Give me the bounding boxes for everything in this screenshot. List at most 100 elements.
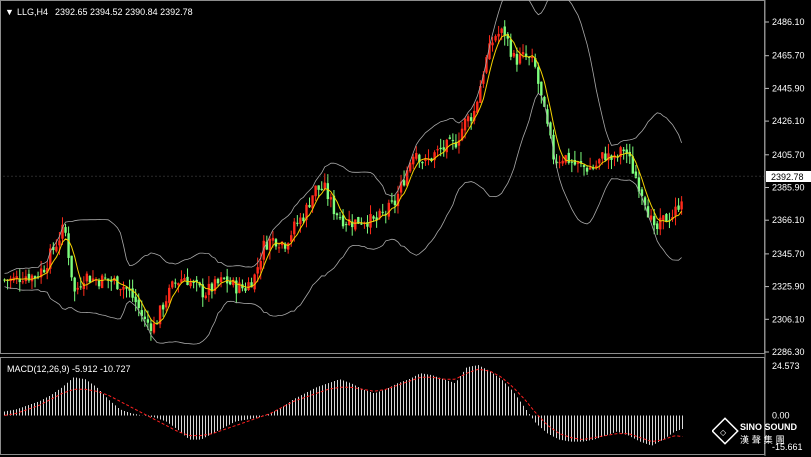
candle-body <box>466 116 470 122</box>
candle-body <box>582 165 586 168</box>
candle-body <box>387 202 391 217</box>
candle-body <box>271 237 275 241</box>
candle-body <box>454 142 458 148</box>
candle-body <box>335 213 339 216</box>
macd-label: MACD(12,26,9) -5.912 -10.727 <box>7 364 131 374</box>
candle-body <box>442 147 445 150</box>
candle-body <box>119 289 122 291</box>
candle-body <box>180 279 183 283</box>
candle-body <box>305 204 308 221</box>
candle-body <box>643 197 647 206</box>
candle-body <box>598 159 601 164</box>
candle-body <box>33 276 37 279</box>
candle-body <box>329 197 333 200</box>
candle-body <box>595 165 598 168</box>
candle-body <box>619 147 622 157</box>
candle-body <box>534 58 537 67</box>
candle-body <box>186 276 189 286</box>
candle-body <box>76 287 79 290</box>
candle-body <box>646 206 650 218</box>
candle-body <box>543 96 546 107</box>
candle-body <box>561 160 564 164</box>
candle-body <box>430 158 433 162</box>
candle-body <box>143 316 147 319</box>
candle-body <box>30 275 34 282</box>
candle-body <box>408 162 412 172</box>
candle-body <box>262 240 265 260</box>
candle-body <box>216 278 220 284</box>
current-price-box <box>766 171 811 182</box>
candle-body <box>482 74 485 84</box>
candle-body <box>451 139 455 141</box>
candle-body <box>85 273 89 282</box>
candle-body <box>134 296 137 303</box>
price-tick-label: 2306.10 <box>772 314 805 324</box>
candle-body <box>253 274 256 290</box>
candle-body <box>317 185 320 190</box>
candle-body <box>344 224 348 226</box>
price-tick-label: 2345.70 <box>772 249 805 259</box>
candle-body <box>177 283 180 286</box>
dropdown-arrow-icon[interactable]: ▼ <box>5 7 14 17</box>
price-tick-label: 2366.10 <box>772 215 805 225</box>
candle-body <box>457 140 461 146</box>
ohlc-values: 2392.65 2394.52 2390.84 2392.78 <box>55 7 193 17</box>
candle-body <box>460 128 464 141</box>
candle-body <box>479 86 482 103</box>
candle-body <box>49 248 52 269</box>
candle-body <box>116 276 119 290</box>
svg-text:◇: ◇ <box>720 428 727 437</box>
candle-body <box>201 284 204 298</box>
price-tick-label: 2286.30 <box>772 347 805 357</box>
candle-body <box>372 216 375 219</box>
price-tick-label: 2465.70 <box>772 51 805 61</box>
candle-body <box>463 118 467 131</box>
candle-body <box>378 210 381 219</box>
candle-body <box>302 217 305 222</box>
candle-body <box>39 268 43 278</box>
candle-body <box>183 277 186 281</box>
candle-body <box>540 81 543 96</box>
candle-body <box>103 277 107 279</box>
candle-body <box>473 110 476 121</box>
price-tick-label: 2426.10 <box>772 116 805 126</box>
candle-body <box>189 281 192 287</box>
candle-body <box>265 241 269 250</box>
candle-body <box>549 122 552 136</box>
candle-body <box>207 283 211 295</box>
candle-body <box>659 217 662 230</box>
candle-body <box>259 260 262 270</box>
candle-body <box>393 200 397 206</box>
candle-body <box>244 288 247 291</box>
candle-body <box>369 214 372 228</box>
candle-body <box>506 33 509 39</box>
candle-body <box>573 159 577 165</box>
candle-body <box>174 282 177 284</box>
candle-body <box>52 246 55 251</box>
bollinger-lower <box>4 92 682 345</box>
candle-body <box>125 287 128 289</box>
candle-body <box>100 275 104 289</box>
candle-body <box>97 280 101 287</box>
candle-body <box>521 52 525 55</box>
candle-body <box>128 288 131 291</box>
candle-body <box>347 219 351 225</box>
candle-body <box>131 288 134 298</box>
candle-body <box>18 278 21 283</box>
candle-body <box>512 52 516 57</box>
candle-body <box>67 233 70 258</box>
candle-body <box>518 54 522 64</box>
moving-average-line <box>4 34 682 325</box>
candle-body <box>601 152 604 159</box>
candle-body <box>500 28 503 33</box>
candle-body <box>61 224 64 239</box>
candle-body <box>70 255 73 278</box>
candle-body <box>613 155 616 159</box>
candle-body <box>229 281 232 285</box>
candle-body <box>158 305 162 325</box>
logo-text: SINO SOUND <box>740 422 798 432</box>
candle-body <box>168 287 171 303</box>
candle-body <box>402 180 406 186</box>
candle-body <box>421 161 424 164</box>
